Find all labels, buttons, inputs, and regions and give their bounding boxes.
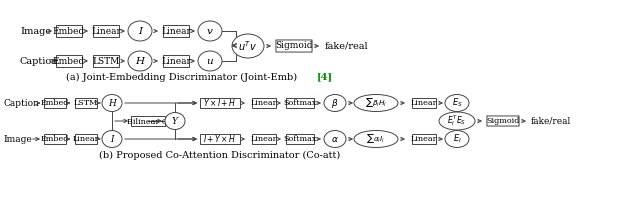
FancyBboxPatch shape: [56, 55, 82, 67]
Text: Softmax: Softmax: [284, 99, 317, 107]
Ellipse shape: [445, 130, 469, 147]
Text: H: H: [136, 57, 145, 65]
Text: Sigmoid: Sigmoid: [486, 117, 520, 125]
Text: [4]: [4]: [317, 72, 333, 82]
Ellipse shape: [354, 95, 398, 112]
FancyBboxPatch shape: [286, 134, 314, 144]
Text: Image: Image: [3, 135, 32, 143]
Text: (a) Joint-Embedding Discriminator (Joint-Emb): (a) Joint-Embedding Discriminator (Joint…: [66, 72, 300, 82]
FancyBboxPatch shape: [44, 98, 66, 108]
FancyBboxPatch shape: [44, 134, 66, 144]
Text: Linear: Linear: [91, 27, 121, 36]
Text: (b) Proposed Co-Attention Discriminator (Co-att): (b) Proposed Co-Attention Discriminator …: [99, 151, 340, 160]
Text: u: u: [207, 57, 213, 65]
Text: $\sum \alpha_i I_i$: $\sum \alpha_i I_i$: [367, 133, 385, 145]
Ellipse shape: [128, 51, 152, 71]
Text: LSTM: LSTM: [74, 99, 98, 107]
Ellipse shape: [232, 34, 264, 58]
Text: $\beta$: $\beta$: [332, 97, 339, 109]
Ellipse shape: [128, 21, 152, 41]
Text: Linear: Linear: [251, 99, 277, 107]
Ellipse shape: [198, 21, 222, 41]
Text: Caption: Caption: [20, 57, 58, 65]
FancyBboxPatch shape: [93, 55, 119, 67]
Text: Bilinear Q: Bilinear Q: [127, 117, 169, 125]
Text: fake/real: fake/real: [531, 116, 572, 126]
Text: Linear: Linear: [73, 135, 99, 143]
Text: $E_S$: $E_S$: [452, 97, 463, 109]
FancyBboxPatch shape: [93, 25, 119, 37]
Text: LSTM: LSTM: [92, 57, 120, 65]
FancyBboxPatch shape: [200, 134, 240, 144]
FancyBboxPatch shape: [131, 116, 165, 126]
Ellipse shape: [445, 95, 469, 112]
Ellipse shape: [102, 130, 122, 147]
Ellipse shape: [165, 112, 185, 130]
Text: Embed: Embed: [41, 135, 69, 143]
FancyBboxPatch shape: [56, 25, 82, 37]
Text: I: I: [110, 135, 114, 143]
Text: $E_I$: $E_I$: [452, 133, 461, 145]
Text: Y: Y: [172, 116, 178, 126]
Text: Linear: Linear: [411, 99, 437, 107]
Text: Sigmoid: Sigmoid: [275, 42, 313, 51]
Text: Caption: Caption: [3, 99, 39, 107]
Ellipse shape: [102, 95, 122, 112]
Text: $I + Y \times H$: $I + Y \times H$: [204, 133, 237, 145]
Text: H: H: [108, 99, 116, 107]
Text: $\sum \beta_i H_i$: $\sum \beta_i H_i$: [365, 97, 387, 109]
FancyBboxPatch shape: [412, 134, 436, 144]
Text: Linear: Linear: [161, 57, 191, 65]
Ellipse shape: [354, 130, 398, 147]
Text: Linear: Linear: [411, 135, 437, 143]
FancyBboxPatch shape: [200, 98, 240, 108]
FancyBboxPatch shape: [75, 98, 97, 108]
Ellipse shape: [439, 112, 475, 130]
Text: Embed: Embed: [53, 27, 85, 36]
Text: $E_I^T E_S$: $E_I^T E_S$: [447, 114, 467, 128]
Text: Embed: Embed: [41, 99, 69, 107]
Text: $\alpha$: $\alpha$: [331, 135, 339, 143]
Text: $u^Tv$: $u^Tv$: [239, 39, 257, 53]
Text: Linear: Linear: [251, 135, 277, 143]
FancyBboxPatch shape: [163, 25, 189, 37]
Text: Softmax: Softmax: [284, 135, 317, 143]
FancyBboxPatch shape: [163, 55, 189, 67]
FancyBboxPatch shape: [252, 98, 276, 108]
Text: Image: Image: [20, 27, 51, 36]
Ellipse shape: [324, 95, 346, 112]
Text: Linear: Linear: [161, 27, 191, 36]
FancyBboxPatch shape: [276, 40, 312, 52]
Text: I: I: [138, 27, 142, 36]
FancyBboxPatch shape: [75, 134, 97, 144]
Text: Embed: Embed: [53, 57, 85, 65]
FancyBboxPatch shape: [412, 98, 436, 108]
Ellipse shape: [324, 130, 346, 147]
Text: $Y \times I + H$: $Y \times I + H$: [204, 97, 237, 109]
Ellipse shape: [198, 51, 222, 71]
FancyBboxPatch shape: [487, 116, 519, 126]
Text: v: v: [207, 27, 213, 36]
FancyBboxPatch shape: [252, 134, 276, 144]
FancyBboxPatch shape: [286, 98, 314, 108]
Text: fake/real: fake/real: [325, 42, 369, 51]
